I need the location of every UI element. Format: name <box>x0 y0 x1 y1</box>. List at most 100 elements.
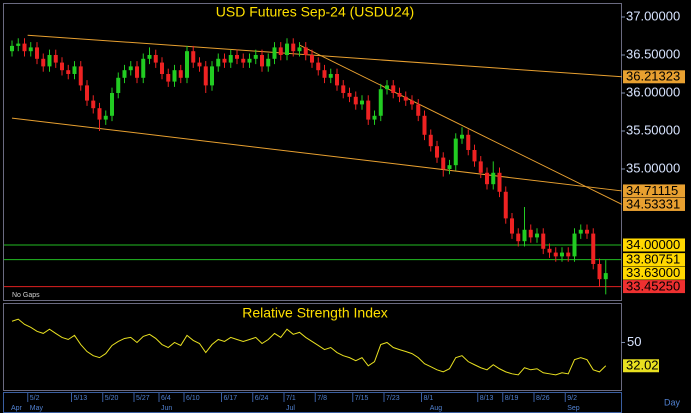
candle-body <box>122 70 127 78</box>
x-tick-label: 5/2 <box>30 395 40 402</box>
x-tick-label: 8/26 <box>536 395 550 402</box>
candle-body <box>285 43 289 55</box>
candle-body <box>485 172 489 185</box>
candle-body <box>422 115 427 135</box>
candle-body <box>85 85 89 101</box>
candle-body <box>210 66 214 86</box>
x-tick-label: 5/13 <box>74 395 88 402</box>
price-label-box <box>623 280 685 294</box>
candle-body <box>153 54 158 63</box>
rsi-title: Relative Strength Index <box>242 305 388 321</box>
candle-body <box>366 100 371 120</box>
price-label-box <box>623 238 685 252</box>
candle-body <box>416 104 421 116</box>
candle-body <box>353 96 358 105</box>
candle-body <box>566 252 571 257</box>
price-label-box <box>623 253 685 267</box>
x-tick-label: 8/19 <box>505 395 519 402</box>
month-label: Apr <box>11 405 23 412</box>
month-label: Jun <box>161 405 172 412</box>
x-tick-label: 7/8 <box>317 395 327 402</box>
candle-body <box>241 58 246 63</box>
x-tick-label: 6/10 <box>186 395 200 402</box>
candle-body <box>22 43 27 52</box>
y-tick-label: 35.00000 <box>626 160 680 175</box>
x-tick-label: 7/15 <box>355 395 369 402</box>
price-label-box <box>623 197 685 211</box>
candle-body <box>528 229 533 238</box>
x-axis <box>3 392 622 413</box>
candle-body <box>16 43 21 46</box>
candle-body <box>260 54 264 67</box>
trend-line <box>299 44 623 205</box>
candle-body <box>28 47 33 52</box>
candle-body <box>460 134 464 139</box>
candle-body <box>335 73 339 86</box>
candle-body <box>410 100 414 105</box>
candle-body <box>328 73 333 78</box>
candle-body <box>516 233 521 242</box>
price-label: 34.71115 <box>626 183 678 198</box>
candle-body <box>247 58 252 63</box>
y-tick-label: 36.00000 <box>626 84 680 99</box>
candle-body <box>441 157 446 169</box>
candle-body <box>272 47 277 59</box>
candle-body <box>135 66 139 78</box>
candle-body <box>72 66 77 74</box>
candle-body <box>522 229 527 242</box>
candle-body <box>47 54 52 67</box>
x-tick-label: 5/20 <box>105 395 119 402</box>
month-label: Jul <box>286 405 295 412</box>
candle-body <box>78 66 83 86</box>
candle-body <box>228 54 233 63</box>
candle-body <box>541 233 546 249</box>
x-tick-label: 7/23 <box>386 395 400 402</box>
x-tick-label: 5/27 <box>136 395 150 402</box>
candle-body <box>316 62 321 71</box>
candle-body <box>303 47 308 55</box>
price-label: 33.63000 <box>626 265 680 280</box>
candle-body <box>578 229 583 234</box>
candle-body <box>310 54 314 63</box>
candle-body <box>322 70 327 78</box>
x-tick-label: 6/4 <box>161 395 171 402</box>
candle-body <box>191 51 196 63</box>
candle-body <box>278 47 283 55</box>
month-label: Aug <box>430 405 443 412</box>
rsi-label: 32.02 <box>626 358 659 373</box>
candle-body <box>60 62 64 71</box>
candle-body <box>141 58 146 78</box>
candle-body <box>222 58 227 63</box>
price-label-box <box>623 184 685 198</box>
candle-body <box>341 85 346 93</box>
candle-body <box>178 70 183 78</box>
candle-body <box>391 85 396 93</box>
candle-body <box>553 252 558 257</box>
candle-body <box>478 161 483 173</box>
candle-body <box>385 85 389 90</box>
price-label: 34.53331 <box>626 196 680 211</box>
x-tick-label: 9/2 <box>567 395 577 402</box>
price-label: 36.21323 <box>626 69 680 84</box>
x-tick-label: 6/24 <box>255 395 269 402</box>
x-unit: Day <box>664 397 681 407</box>
candle-body <box>91 100 96 109</box>
price-panel <box>3 3 622 301</box>
price-label-box <box>623 70 685 84</box>
x-tick-label: 8/1 <box>424 395 434 402</box>
y-tick-label: 37.00000 <box>626 8 680 23</box>
candle-body <box>547 248 552 253</box>
rsi-line <box>11 318 607 376</box>
candle-body <box>535 233 539 238</box>
candle-body <box>497 172 502 192</box>
candle-body <box>403 96 408 101</box>
y-tick-label: 35.50000 <box>626 122 680 137</box>
rsi-label-box <box>623 359 659 373</box>
candle-body <box>253 54 258 59</box>
month-label: May <box>30 405 44 412</box>
candle-body <box>560 252 564 257</box>
candle-body <box>103 115 108 120</box>
candle-body <box>203 66 208 86</box>
price-label-box <box>623 266 685 280</box>
